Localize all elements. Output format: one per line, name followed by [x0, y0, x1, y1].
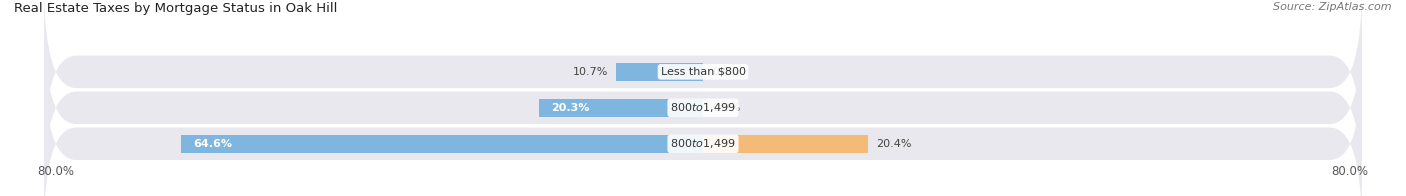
Text: 20.4%: 20.4%: [876, 139, 911, 149]
FancyBboxPatch shape: [44, 21, 1362, 194]
Text: 64.6%: 64.6%: [193, 139, 232, 149]
Bar: [181, 134, 703, 153]
Text: 10.7%: 10.7%: [574, 67, 609, 77]
Text: 0.0%: 0.0%: [713, 67, 741, 77]
Text: $800 to $1,499: $800 to $1,499: [671, 137, 735, 150]
FancyBboxPatch shape: [44, 0, 1362, 158]
Bar: [703, 134, 868, 153]
Text: Real Estate Taxes by Mortgage Status in Oak Hill: Real Estate Taxes by Mortgage Status in …: [14, 2, 337, 15]
Text: Less than $800: Less than $800: [661, 67, 745, 77]
Text: Source: ZipAtlas.com: Source: ZipAtlas.com: [1274, 2, 1392, 12]
Text: 0.0%: 0.0%: [713, 103, 741, 113]
Text: 20.3%: 20.3%: [551, 103, 589, 113]
Text: $800 to $1,499: $800 to $1,499: [671, 101, 735, 114]
Bar: [538, 99, 703, 117]
Bar: [616, 63, 703, 81]
FancyBboxPatch shape: [44, 57, 1362, 196]
